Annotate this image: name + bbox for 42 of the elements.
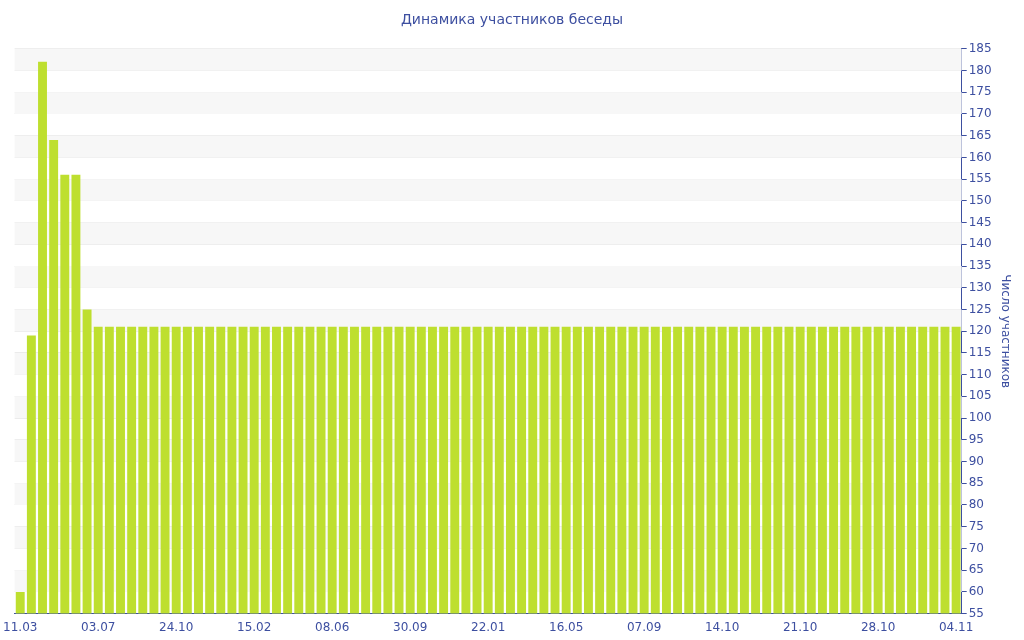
y-tick-label: 145 (968, 214, 992, 229)
y-tick-label: 170 (968, 106, 992, 121)
y-tick-label: 125 (968, 301, 992, 316)
x-tick-label: 11.03 (3, 619, 38, 634)
y-tick-label: 160 (968, 149, 992, 164)
y-tick-label: 55 (968, 605, 984, 620)
y-tick-label: 110 (968, 366, 992, 381)
chart-title: Динамика участников беседы (400, 11, 624, 28)
y-tick-label: 70 (968, 540, 984, 555)
y-tick-label: 140 (968, 236, 992, 251)
y-tick-label: 65 (968, 562, 984, 577)
y-tick-label: 180 (968, 62, 992, 77)
y-tick-label: 150 (968, 192, 992, 207)
x-tick-label: 21.10 (782, 619, 818, 634)
y-axis-title: Число участников (998, 274, 1013, 389)
x-tick-label: 04.11 (938, 619, 974, 634)
x-tick-label: 28.10 (860, 619, 896, 634)
y-tick-label: 120 (968, 323, 992, 338)
y-tick-label: 105 (968, 388, 992, 403)
x-tick-label: 22.01 (470, 619, 506, 634)
y-tick-label: 175 (968, 84, 992, 99)
y-tick-label: 130 (968, 279, 992, 294)
y-tick-label: 85 (968, 475, 984, 490)
x-tick-label: 08.06 (315, 619, 350, 634)
x-tick-label: 14.10 (704, 619, 740, 634)
y-tick-label: 80 (968, 497, 984, 512)
y-tick-label: 165 (968, 127, 992, 142)
y-tick-label: 185 (968, 40, 992, 55)
x-tick-label: 24.10 (159, 619, 194, 634)
y-tick-label: 60 (968, 584, 984, 598)
y-tick-label: 90 (968, 453, 984, 468)
y-tick-label: 95 (968, 431, 984, 446)
y-tick-label: 75 (968, 518, 984, 533)
x-tick-label: 15.02 (237, 619, 272, 634)
x-tick-label: 03.07 (81, 619, 116, 634)
x-tick-label: 07.09 (626, 619, 662, 634)
y-tick-label: 135 (968, 258, 992, 273)
y-tick-label: 155 (968, 171, 992, 186)
x-tick-label: 30.09 (393, 619, 428, 634)
y-tick-label: 115 (968, 345, 992, 360)
x-tick-label: 16.05 (548, 619, 584, 634)
y-tick-label: 100 (968, 410, 992, 425)
